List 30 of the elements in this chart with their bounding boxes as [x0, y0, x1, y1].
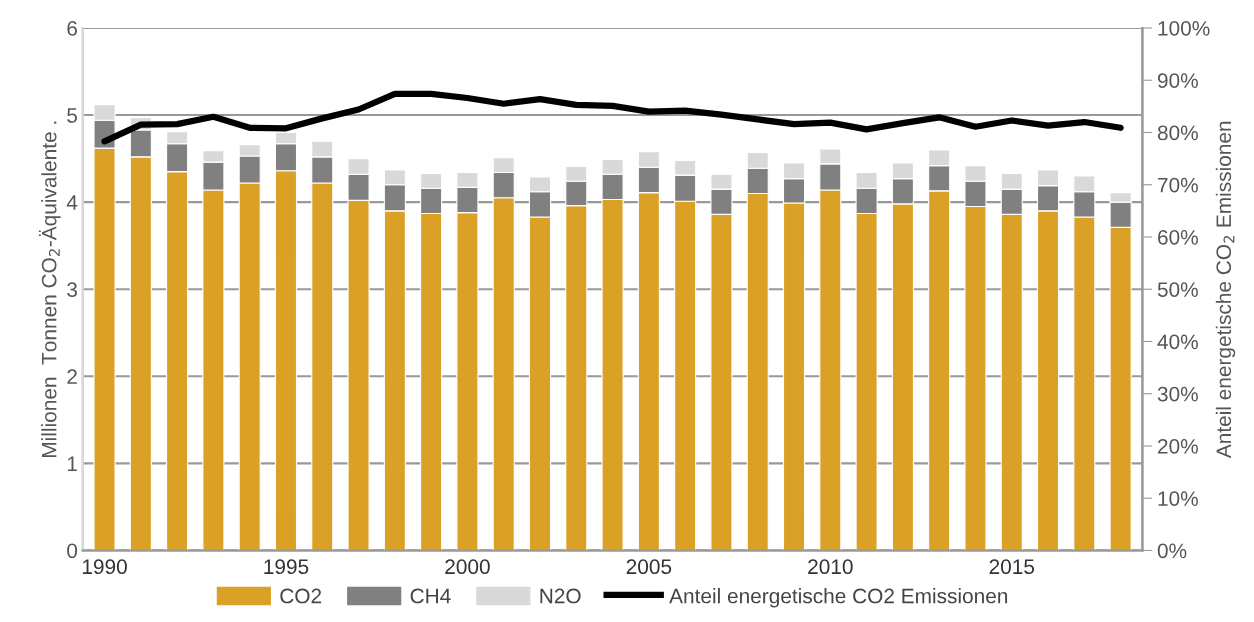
legend-label: CO2 — [280, 588, 322, 604]
y-tick-label: 6 — [67, 20, 77, 36]
x-tick-label: 2000 — [445, 559, 490, 575]
y-tick-label: 5 — [67, 108, 78, 123]
y2-tick-label: 50% — [1157, 282, 1198, 297]
x-tick-label: 2010 — [808, 559, 853, 575]
y-tick-label: 0 — [67, 543, 78, 559]
y2-tick-label: 100% — [1158, 20, 1210, 36]
legend-label: N2O — [540, 588, 581, 604]
y2-tick-label: 60% — [1158, 229, 1198, 245]
y2-tick-label: 30% — [1157, 386, 1198, 402]
y-tick-label: 1 — [67, 456, 77, 471]
x-tick-label: 1990 — [82, 559, 127, 575]
x-tick-label: 2005 — [626, 559, 672, 575]
y-tick-label: 3 — [67, 282, 77, 297]
x-tick-label: 1995 — [264, 559, 309, 575]
y2-axis-title: Anteil energetische CO$_{2}$ Emissionen — [1215, 121, 1236, 459]
x-tick-label: 2015 — [989, 559, 1035, 575]
legend-label: CH4 — [410, 588, 451, 604]
legend-label: Anteil energetische CO2 Emissionen — [669, 588, 1008, 608]
y2-tick-label: 90% — [1157, 73, 1198, 88]
y2-tick-label: 70% — [1158, 177, 1198, 193]
y2-tick-label: 10% — [1158, 491, 1198, 506]
y2-tick-label: 40% — [1157, 334, 1198, 350]
y2-tick-label: 0% — [1157, 543, 1187, 559]
y-axis-title: Millionen Tonnen CO$_{2}$-Äquivalente . — [38, 121, 61, 457]
y2-tick-label: 20% — [1158, 438, 1198, 454]
y2-tick-label: 80% — [1157, 125, 1198, 141]
y-tick-label: 4 — [66, 195, 78, 210]
y-tick-label: 2 — [67, 369, 77, 384]
